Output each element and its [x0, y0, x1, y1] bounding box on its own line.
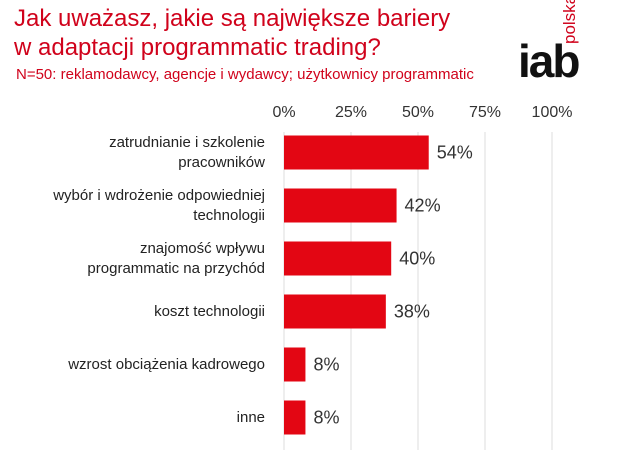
- category-label: zatrudnianie i szkolenie pracowników: [109, 133, 265, 171]
- bar: [284, 347, 306, 382]
- chart-title: Jak uważasz, jakie są największe bariery…: [14, 5, 451, 61]
- value-label: 42%: [404, 195, 441, 215]
- category-label: wybór i wdrożenie odpowiedniej technolog…: [53, 186, 265, 224]
- value-label: 8%: [313, 354, 340, 374]
- x-tick-label: 100%: [531, 104, 573, 121]
- logo-sub: polska: [560, 0, 579, 44]
- x-tick-label: 25%: [334, 104, 368, 121]
- category-label: wzrost obciążenia kadrowego: [68, 355, 265, 373]
- category-label: koszt technologii: [154, 302, 265, 320]
- bar: [284, 241, 392, 276]
- value-label: 54%: [436, 142, 473, 162]
- x-tick-label: 0%: [272, 104, 296, 121]
- value-label: 38%: [393, 301, 430, 321]
- bar: [284, 188, 397, 223]
- bar: [284, 400, 306, 435]
- logo: iab: [518, 35, 580, 87]
- bar: [284, 135, 429, 170]
- category-label: znajomość wpływu programmatic na przychó…: [87, 239, 265, 277]
- x-tick-label: 75%: [468, 104, 502, 121]
- value-label: 8%: [313, 407, 340, 427]
- value-label: 40%: [399, 248, 436, 268]
- bar: [284, 294, 386, 329]
- category-label: inne: [236, 408, 265, 426]
- subtitle: N=50: reklamodawcy, agencje i wydawcy; u…: [16, 66, 474, 83]
- x-tick-label: 50%: [401, 104, 435, 121]
